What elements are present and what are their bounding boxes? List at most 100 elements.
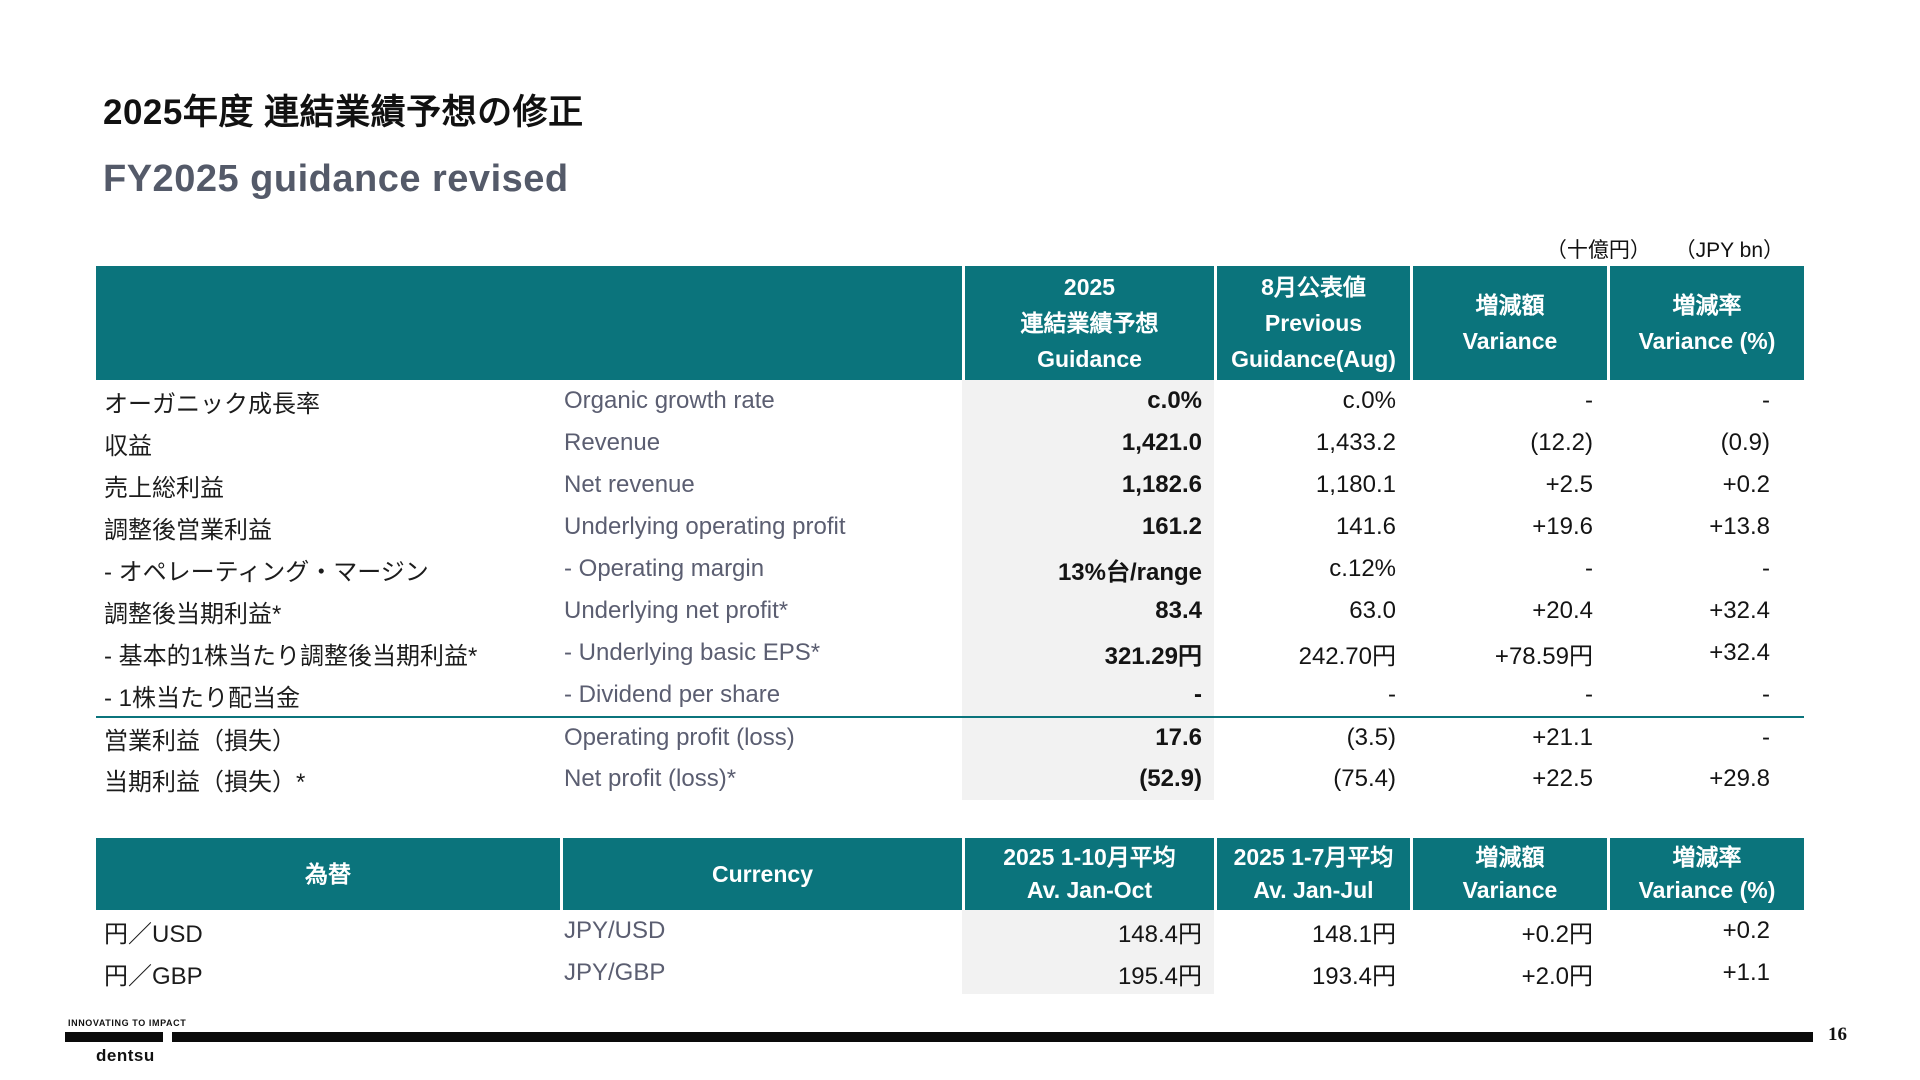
header-fx-en-cell: Currency [560, 838, 962, 910]
cell-current-avg: 148.4円 [962, 910, 1214, 952]
cell-previous: c.0% [1342, 387, 1396, 414]
cell-variance: +2.5 [1545, 471, 1593, 498]
cell-guidance: - [962, 674, 1214, 716]
cell-guidance: 1,421.0 [962, 422, 1214, 464]
cell-guidance: 83.4 [962, 590, 1214, 632]
header-variance-cell: 増減額 Variance [1410, 266, 1607, 380]
cell-previous: 242.70円 [1298, 642, 1396, 670]
row-label-jp: 円／GBP [104, 962, 203, 990]
header-fx-jp-cell: 為替 [96, 838, 560, 910]
table-row-revenue: 収益 Revenue 1,421.0 1,433.2 (12.2) (0.9) [96, 422, 1804, 464]
unit-note-jp: （十億円） [1545, 239, 1651, 262]
cell-variance-pct: +29.8 [1709, 765, 1770, 792]
cell-current-avg: 195.4円 [962, 952, 1214, 994]
currency-table: 為替 Currency 2025 1-10月平均 Av. Jan-Oct 202… [96, 838, 1804, 994]
row-label-jp: 円／USD [104, 920, 203, 948]
header-line: 2025 1-10月平均 [1003, 844, 1176, 870]
cell-variance: +0.2円 [1521, 920, 1593, 948]
header-line: Previous [1264, 310, 1363, 336]
header-guidance-cell: 2025 連結業績予想 Guidance [962, 266, 1214, 380]
cell-previous: c.12% [1329, 555, 1396, 582]
row-label-jp: - オペレーティング・マージン [104, 558, 429, 586]
dentsu-logo: dentsu [96, 1046, 155, 1065]
cell-variance-pct: +32.4 [1709, 597, 1770, 624]
footer-divider-bar [172, 1032, 1813, 1042]
row-label-jp: 調整後当期利益* [104, 600, 282, 628]
cell-previous-avg: 193.4円 [1311, 962, 1396, 990]
cell-previous-avg: 148.1円 [1311, 920, 1396, 948]
header-previous-avg-cell: 2025 1-7月平均 Av. Jan-Jul [1214, 838, 1410, 910]
header-line: Currency [712, 860, 813, 887]
header-line: 増減率 [1672, 844, 1742, 870]
cell-variance-pct: (0.9) [1720, 429, 1770, 456]
cell-variance: +19.6 [1532, 513, 1593, 540]
cell-variance-pct: - [1762, 387, 1770, 414]
header-line: Variance (%) [1638, 877, 1776, 903]
cell-previous: 141.6 [1335, 513, 1396, 540]
row-label-en: - Dividend per share [564, 681, 781, 708]
header-line: Variance (%) [1638, 328, 1776, 354]
row-label-en: Organic growth rate [564, 387, 775, 414]
row-label-en: JPY/USD [564, 917, 666, 944]
cell-previous: 63.0 [1349, 597, 1396, 624]
row-label-jp: 当期利益（損失）* [104, 768, 306, 796]
table-row-net-profit-loss: 当期利益（損失）* Net profit (loss)* (52.9) (75.… [96, 758, 1804, 800]
row-label-en: JPY/GBP [564, 959, 666, 986]
header-label-cell [96, 266, 962, 380]
row-label-en: Operating profit (loss) [564, 724, 795, 751]
footer-logo-bar [65, 1032, 163, 1042]
row-label-jp: - 1株当たり配当金 [104, 684, 301, 712]
row-label-jp: オーガニック成長率 [104, 390, 320, 418]
header-line: Av. Jan-Oct [1026, 877, 1153, 903]
cell-previous: (3.5) [1346, 724, 1396, 751]
table-row-net-revenue: 売上総利益 Net revenue 1,182.6 1,180.1 +2.5 +… [96, 464, 1804, 506]
table-row-organic-growth: オーガニック成長率 Organic growth rate c.0% c.0% … [96, 380, 1804, 422]
row-label-en: - Underlying basic EPS* [564, 639, 821, 666]
cell-variance: +21.1 [1532, 724, 1593, 751]
header-variance-cell: 増減額 Variance [1410, 838, 1607, 910]
row-label-jp: 営業利益（損失） [104, 727, 296, 755]
header-previous-cell: 8月公表値 Previous Guidance(Aug) [1214, 266, 1410, 380]
header-variance-pct-cell: 増減率 Variance (%) [1607, 838, 1804, 910]
slide-title-japanese: 2025年度 連結業績予想の修正 [103, 93, 584, 132]
row-label-jp: 売上総利益 [104, 474, 224, 502]
cell-guidance: c.0% [962, 380, 1214, 422]
header-line: Variance [1462, 877, 1558, 903]
cell-previous: - [1388, 681, 1396, 708]
cell-variance: +22.5 [1532, 765, 1593, 792]
row-label-en: Net profit (loss)* [564, 765, 737, 792]
cell-guidance: 321.29円 [962, 632, 1214, 674]
header-line: Guidance [1037, 346, 1142, 372]
cell-variance-pct: +13.8 [1709, 513, 1770, 540]
cell-variance: (12.2) [1530, 429, 1593, 456]
cell-variance-pct: - [1762, 724, 1770, 751]
cell-guidance: 1,182.6 [962, 464, 1214, 506]
row-label-en: Underlying operating profit [564, 513, 846, 540]
header-line: 為替 [305, 860, 351, 887]
row-label-en: Net revenue [564, 471, 695, 498]
cell-variance-pct: - [1762, 681, 1770, 708]
page-number: 16 [1828, 1024, 1847, 1045]
header-line: 連結業績予想 [1020, 310, 1159, 336]
header-line: Guidance(Aug) [1231, 346, 1396, 372]
header-line: 増減率 [1672, 292, 1742, 318]
header-line: Variance [1462, 328, 1558, 354]
cell-variance-pct: - [1762, 555, 1770, 582]
header-line: 増減額 [1475, 844, 1545, 870]
table-row-underlying-operating-profit: 調整後営業利益 Underlying operating profit 161.… [96, 506, 1804, 548]
slide-title-english: FY2025 guidance revised [103, 158, 569, 200]
cell-previous: (75.4) [1333, 765, 1396, 792]
cell-guidance: 13%台/range [962, 548, 1214, 590]
header-line: 2025 1-7月平均 [1233, 844, 1394, 870]
table-row-underlying-net-profit: 調整後当期利益* Underlying net profit* 83.4 63.… [96, 590, 1804, 632]
cell-variance-pct: +0.2 [1722, 917, 1770, 944]
header-current-avg-cell: 2025 1-10月平均 Av. Jan-Oct [962, 838, 1214, 910]
table-row-operating-margin: - オペレーティング・マージン - Operating margin 13%台/… [96, 548, 1804, 590]
cell-variance: - [1585, 387, 1593, 414]
cell-variance: +2.0円 [1521, 962, 1593, 990]
cell-guidance: 17.6 [962, 718, 1214, 758]
header-line: 8月公表値 [1261, 274, 1366, 300]
cell-variance: - [1585, 555, 1593, 582]
row-label-jp: - 基本的1株当たり調整後当期利益* [104, 642, 478, 670]
cell-variance-pct: +0.2 [1722, 471, 1770, 498]
